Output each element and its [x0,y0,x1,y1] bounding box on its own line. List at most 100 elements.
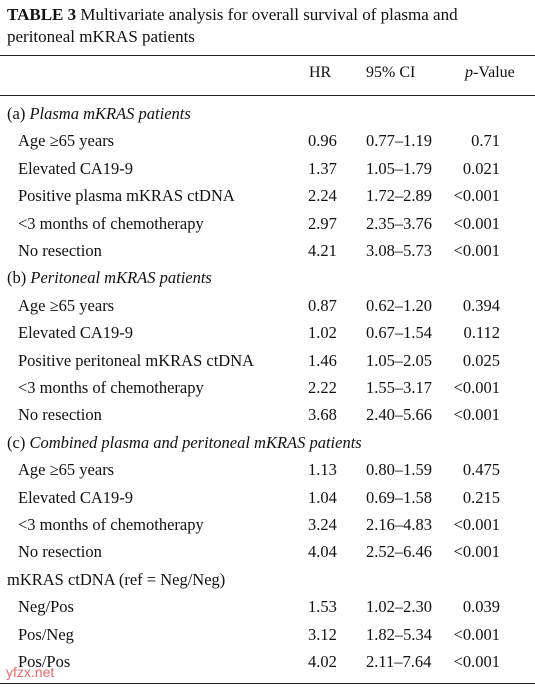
column-header-hr: HR [309,64,332,81]
row-p-value: <0.001 [453,405,500,425]
row-p-value: 0.039 [462,597,500,617]
section-heading: (a) Plasma mKRAS patients [0,100,535,127]
top-rule [0,55,535,56]
row-label: Neg/Pos [18,597,74,617]
row-ci: 0.62–1.20 [366,295,432,315]
row-hr: 1.53 [308,597,337,617]
row-label: No resection [18,405,102,425]
row-p-value: <0.001 [453,241,500,260]
row-hr: 4.02 [308,652,337,671]
table-row: <3 months of chemotherapy 3.24 2.16–4.83 <0… [0,511,535,538]
row-label: No resection [18,542,102,562]
row-p-value: <0.001 [453,624,500,644]
section-prefix: (b) [7,268,31,288]
row-hr: 2.24 [308,186,337,206]
column-header-p-rest: -Value [473,64,515,81]
column-header-p-italic: p [465,64,473,81]
section-heading-text: (b) Peritoneal mKRAS patients [7,264,212,291]
row-hr: 1.04 [308,487,337,507]
row-ci: 0.67–1.54 [366,323,432,343]
bottom-rule [0,683,535,684]
row-ci: 2.52–6.46 [366,542,432,562]
row-p-value: 0.021 [462,158,500,178]
row-p-value: <0.001 [453,542,500,562]
row-hr: 0.96 [308,131,337,151]
row-label: Positive peritoneal mKRAS ctDNA [18,350,255,370]
row-label: Pos/Pos [18,652,71,671]
row-ci: 1.05–2.05 [366,350,432,370]
row-hr: 1.37 [308,158,337,178]
row-hr: 1.46 [308,350,337,370]
row-hr: 3.12 [308,624,337,644]
row-ci: 1.82–5.34 [366,624,432,644]
table-row: Pos/Neg 3.12 1.82–5.34 <0.001 [0,621,535,648]
row-ci: 1.02–2.30 [366,597,432,617]
row-ci: 3.08–5.73 [366,241,432,260]
row-label: <3 months of chemotherapy [18,213,204,233]
row-label: Elevated CA19-9 [18,323,134,343]
table-caption: TABLE 3 Multivariate analysis for overal… [7,4,527,48]
row-ci: 1.05–1.79 [366,158,432,178]
watermark: yfzx.net [6,664,55,680]
row-ci: 2.35–3.76 [366,213,432,233]
row-label: Age ≥65 years [18,460,115,480]
row-p-value: 0.215 [462,487,500,507]
section-title: Combined plasma and peritoneal mKRAS pat… [29,432,362,452]
table-row: Age ≥65 years 0.87 0.62–1.20 0.394 [0,292,535,319]
row-p-value: 0.112 [463,323,500,343]
row-label: Age ≥65 years [18,131,115,151]
row-hr: 0.87 [308,295,337,315]
row-hr: 3.24 [308,515,337,534]
row-ci: 0.77–1.19 [366,131,432,151]
row-label: Elevated CA19-9 [18,158,134,178]
section-title: Plasma mKRAS patients [29,104,191,123]
row-p-value: <0.001 [453,378,500,397]
row-ci: 0.80–1.59 [366,460,432,480]
row-hr: 4.04 [308,542,337,562]
table-row: Elevated CA19-9 1.37 1.05–1.79 0.021 [0,155,535,182]
row-hr: 1.02 [308,323,337,343]
row-label: <3 months of chemotherapy [18,515,204,534]
row-hr: 2.97 [308,213,337,233]
row-p-value: <0.001 [453,515,500,534]
subgroup-heading: mKRAS ctDNA (ref = Neg/Neg) [0,566,535,593]
row-ci: 1.55–3.17 [366,378,432,397]
row-hr: 1.13 [308,460,337,480]
column-header-p-value: p-Value [465,62,515,84]
table-caption-text: Multivariate analysis for overall surviv… [7,5,458,46]
table-row: Neg/Pos 1.53 1.02–2.30 0.039 [0,593,535,620]
table-row: Pos/Pos 4.02 2.11–7.64 <0.001 [0,648,535,675]
row-ci: 2.16–4.83 [366,515,432,534]
row-p-value: <0.001 [453,213,500,233]
row-hr: 2.22 [308,378,337,397]
row-p-value: 0.025 [462,350,500,370]
table-row: Positive peritoneal mKRAS ctDNA 1.46 1.05–… [0,347,535,374]
table-row: No resection 3.68 2.40–5.66 <0.001 [0,401,535,428]
subgroup-title: mKRAS ctDNA (ref = Neg/Neg) [7,569,226,589]
row-label: <3 months of chemotherapy [18,378,204,397]
section-heading: (c) Combined plasma and peritoneal mKRAS… [0,429,535,456]
section-prefix: (a) [7,104,30,123]
row-p-value: 0.394 [462,295,500,315]
row-label: No resection [18,241,102,260]
row-label: Positive plasma mKRAS ctDNA [18,186,235,206]
row-p-value: <0.001 [453,186,500,206]
row-p-value: 0.71 [471,131,500,151]
table-row: Positive plasma mKRAS ctDNA 2.24 1.72–2.89… [0,182,535,209]
row-hr: 3.68 [308,405,337,425]
column-header-ci: 95% CI [366,64,416,81]
section-heading-text: (c) Combined plasma and peritoneal mKRAS… [7,429,362,456]
row-ci: 2.40–5.66 [366,405,432,425]
row-p-value: 0.475 [462,460,500,480]
section-title: Peritoneal mKRAS patients [30,268,212,288]
header-rule [0,95,535,96]
row-ci: 1.72–2.89 [366,186,432,206]
section-prefix: (c) [7,432,30,452]
row-label: Age ≥65 years [18,295,115,315]
table-caption-label: TABLE 3 [7,5,77,24]
table-row: No resection 4.21 3.08–5.73 <0.001 [0,237,535,264]
row-p-value: <0.001 [453,652,500,671]
row-ci: 2.11–7.64 [366,652,432,671]
row-hr: 4.21 [308,241,337,260]
table-row: Elevated CA19-9 1.04 0.69–1.58 0.215 [0,484,535,511]
